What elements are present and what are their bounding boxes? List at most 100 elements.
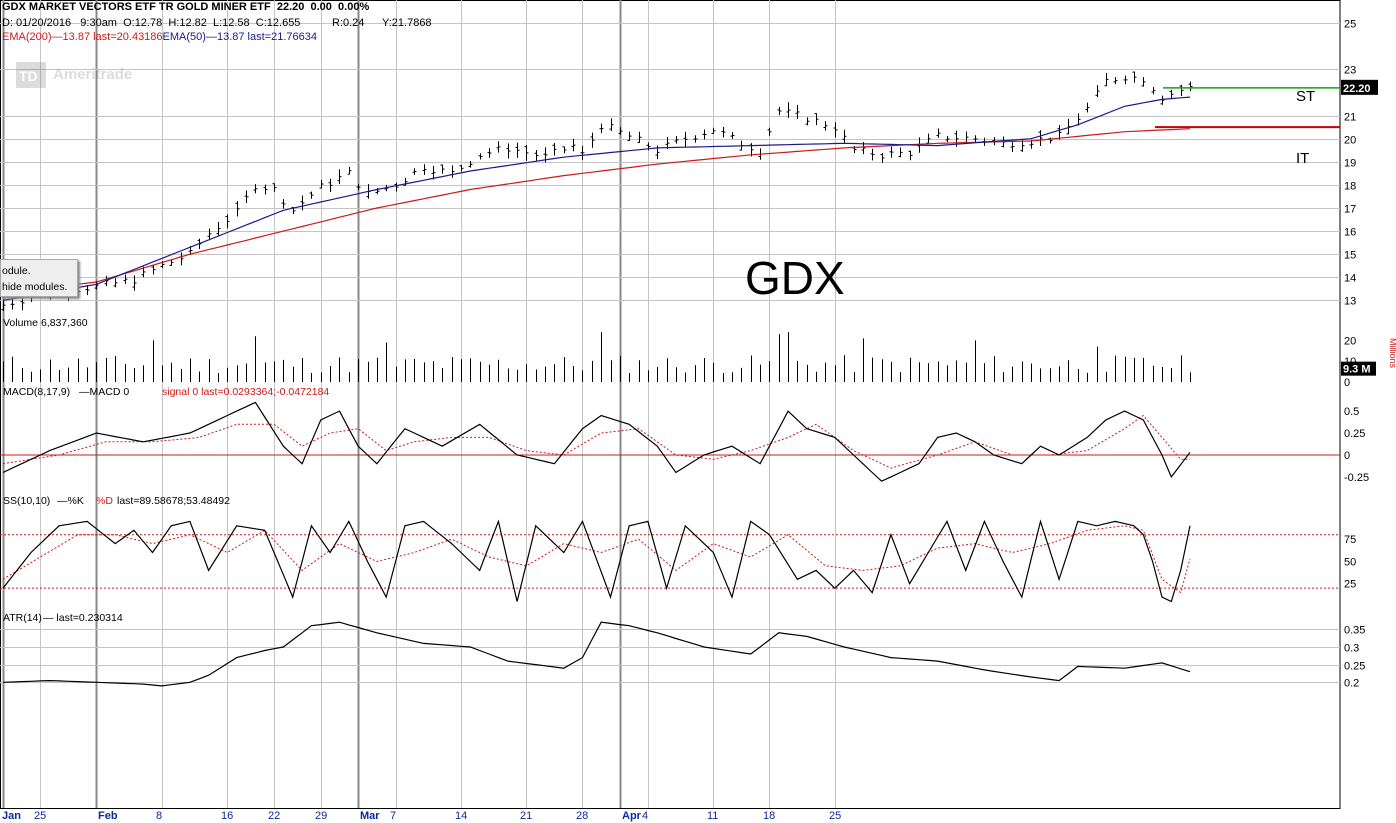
macd-signal-line bbox=[2, 414, 1190, 469]
price-tick-13: 13 bbox=[1344, 296, 1356, 308]
ohlc-bar bbox=[1, 299, 6, 311]
tooltip-line-1: odule. bbox=[2, 265, 31, 277]
date-label-29: 29 bbox=[315, 810, 327, 822]
volume-unit-label: Millions bbox=[1388, 338, 1396, 369]
ohlc-bar bbox=[1104, 72, 1109, 87]
ohlc-bar bbox=[964, 131, 969, 143]
ohlc-bar bbox=[478, 153, 483, 160]
atr-last-label: — last=0.230314 bbox=[43, 612, 123, 624]
ohlc-bar bbox=[450, 165, 455, 178]
atr-title: ATR(14) bbox=[3, 612, 42, 624]
date-label-16: 16 bbox=[221, 810, 233, 822]
price-tick-15: 15 bbox=[1344, 250, 1356, 262]
atr-tick-0.25: 0.25 bbox=[1344, 661, 1365, 673]
ohlc-bar bbox=[412, 168, 417, 175]
ohlc-bar bbox=[777, 106, 782, 116]
ema-legend: EMA(200)—13.87 last=20.43186EMA(50)—13.8… bbox=[2, 31, 317, 44]
modules-tooltip[interactable]: odule. hide modules. bbox=[0, 259, 78, 297]
ohlc-bar bbox=[945, 135, 950, 143]
tooltip-line-2: hide modules. bbox=[2, 281, 68, 293]
date-label-18: 18 bbox=[763, 810, 775, 822]
ohlc-bar bbox=[1057, 125, 1062, 140]
it-annotation: IT bbox=[1296, 150, 1309, 167]
date-label-Feb: Feb bbox=[98, 810, 118, 822]
ohlc-bar bbox=[973, 135, 978, 143]
ema200-legend-value: —13.87 last=20.43186 bbox=[51, 31, 163, 43]
stochastic-k-line bbox=[2, 519, 1191, 603]
price-tick-21: 21 bbox=[1344, 112, 1356, 124]
ohlc-bar bbox=[814, 113, 819, 126]
stochastic-tick-75: 75 bbox=[1344, 534, 1356, 546]
ohlc-bar bbox=[721, 126, 726, 138]
ohlc-bar bbox=[1010, 141, 1015, 152]
macd-tick-0.25: 0.25 bbox=[1344, 428, 1365, 440]
ohlc-bar bbox=[786, 102, 791, 118]
ohlc-bar bbox=[795, 104, 800, 120]
quote-y: Y:21.7868 bbox=[382, 17, 432, 29]
ohlc-bar bbox=[571, 138, 576, 152]
ohlc-bar bbox=[580, 145, 585, 160]
macd-panel: MACD(8,17,9) —MACD 0 signal 0 last=0.02933… bbox=[0, 386, 1369, 484]
watermark-td-box bbox=[16, 62, 46, 88]
chart-header-title: GDX MARKET VECTORS ETF TR GOLD MINER ETF… bbox=[2, 1, 369, 14]
ohlc-bar bbox=[1038, 130, 1043, 146]
ohlc-bar bbox=[309, 191, 314, 199]
ohlc-bar bbox=[1095, 85, 1100, 98]
ohlc-bar bbox=[132, 275, 137, 291]
price-change: 0.00 bbox=[310, 1, 332, 13]
macd-tick-0: 0 bbox=[1344, 450, 1350, 462]
date-label-21: 21 bbox=[520, 810, 532, 822]
ohlc-bar bbox=[394, 182, 399, 192]
ohlc-bar bbox=[552, 143, 557, 156]
ohlc-bar bbox=[459, 165, 464, 172]
price-tick-14: 14 bbox=[1344, 273, 1356, 285]
atr-tick-0.3: 0.3 bbox=[1344, 643, 1359, 655]
atr-panel: ATR(14) — last=0.230314 0.35 0.3 0.25 0.2 bbox=[0, 612, 1365, 690]
ohlc-bar bbox=[693, 135, 698, 143]
stochastic-tick-50: 50 bbox=[1344, 556, 1356, 568]
ohlc-bar bbox=[534, 150, 539, 162]
ohlc-bar bbox=[216, 221, 221, 236]
ohlc-bar bbox=[842, 129, 847, 143]
ohlc-bar bbox=[207, 228, 212, 239]
ohlc-bar bbox=[880, 152, 885, 163]
ema50-legend-label: EMA(50) bbox=[162, 31, 206, 43]
ohlc-bar bbox=[823, 121, 828, 131]
ohlc-bar bbox=[1160, 95, 1165, 105]
volume-tick-0: 0 bbox=[1344, 377, 1350, 389]
ohlc-bar bbox=[235, 201, 240, 217]
ohlc-bar bbox=[113, 278, 118, 288]
ema50-line bbox=[2, 96, 1191, 301]
ohlc-bar bbox=[833, 122, 838, 138]
ohlc-bar bbox=[85, 284, 90, 296]
date-label-11: 11 bbox=[707, 810, 718, 822]
date-label-Apr: Apr bbox=[622, 810, 642, 822]
td-ameritrade-watermark: TD Ameritrade bbox=[16, 62, 132, 88]
ohlc-bar bbox=[487, 148, 492, 158]
ohlc-bar bbox=[711, 127, 716, 134]
ohlc-bar bbox=[20, 295, 25, 311]
vertical-gridlines bbox=[2, 0, 836, 808]
date-label-8: 8 bbox=[156, 810, 162, 822]
ohlc-bar bbox=[609, 118, 614, 131]
ohlc-bar bbox=[730, 131, 735, 139]
date-label-28: 28 bbox=[576, 810, 588, 822]
volume-tick-20: 20 bbox=[1344, 335, 1356, 347]
price-tick-17: 17 bbox=[1344, 204, 1356, 216]
ohlc-bar bbox=[926, 133, 931, 144]
atr-tick-0.35: 0.35 bbox=[1344, 625, 1365, 637]
price-tick-20: 20 bbox=[1344, 135, 1356, 147]
price-tick-23: 23 bbox=[1344, 65, 1356, 77]
date-label-7: 7 bbox=[390, 810, 396, 822]
ohlc-bar bbox=[151, 264, 156, 275]
quote-range: R:0.24 bbox=[332, 17, 365, 29]
symbol-name: GDX MARKET VECTORS ETF TR GOLD MINER ETF bbox=[2, 1, 271, 13]
date-label-Jan: Jan bbox=[2, 810, 21, 822]
ema200-legend-label: EMA(200) bbox=[2, 31, 52, 43]
quote-ohlc: D: 01/20/2016 9:30am O:12.78 H:12.82 L:1… bbox=[2, 17, 301, 29]
ohlc-bar bbox=[889, 146, 894, 158]
ticker-label: GDX bbox=[745, 252, 845, 304]
chart-frame bbox=[0, 0, 1341, 809]
